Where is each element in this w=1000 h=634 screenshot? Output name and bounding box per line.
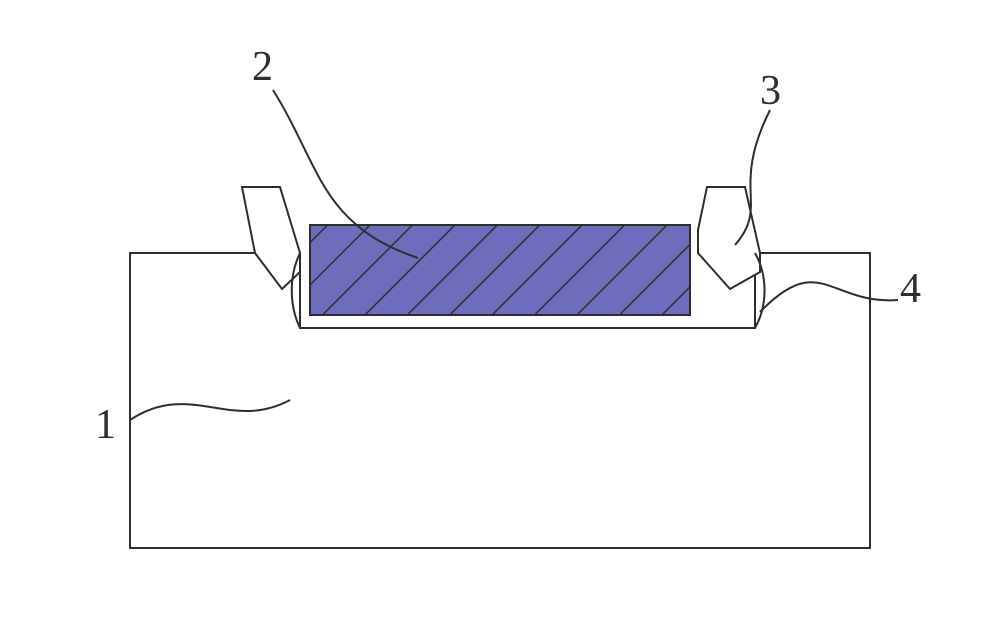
technical-diagram: 1 2 3 4 (0, 0, 1000, 634)
part-3-left-clamp (242, 187, 300, 289)
label-4: 4 (900, 266, 921, 312)
label-1: 1 (95, 402, 116, 448)
label-2: 2 (252, 44, 273, 90)
label-3: 3 (760, 68, 781, 114)
part-2-hatched-block (310, 225, 690, 315)
leader-4 (760, 282, 898, 312)
leader-1 (130, 400, 290, 420)
